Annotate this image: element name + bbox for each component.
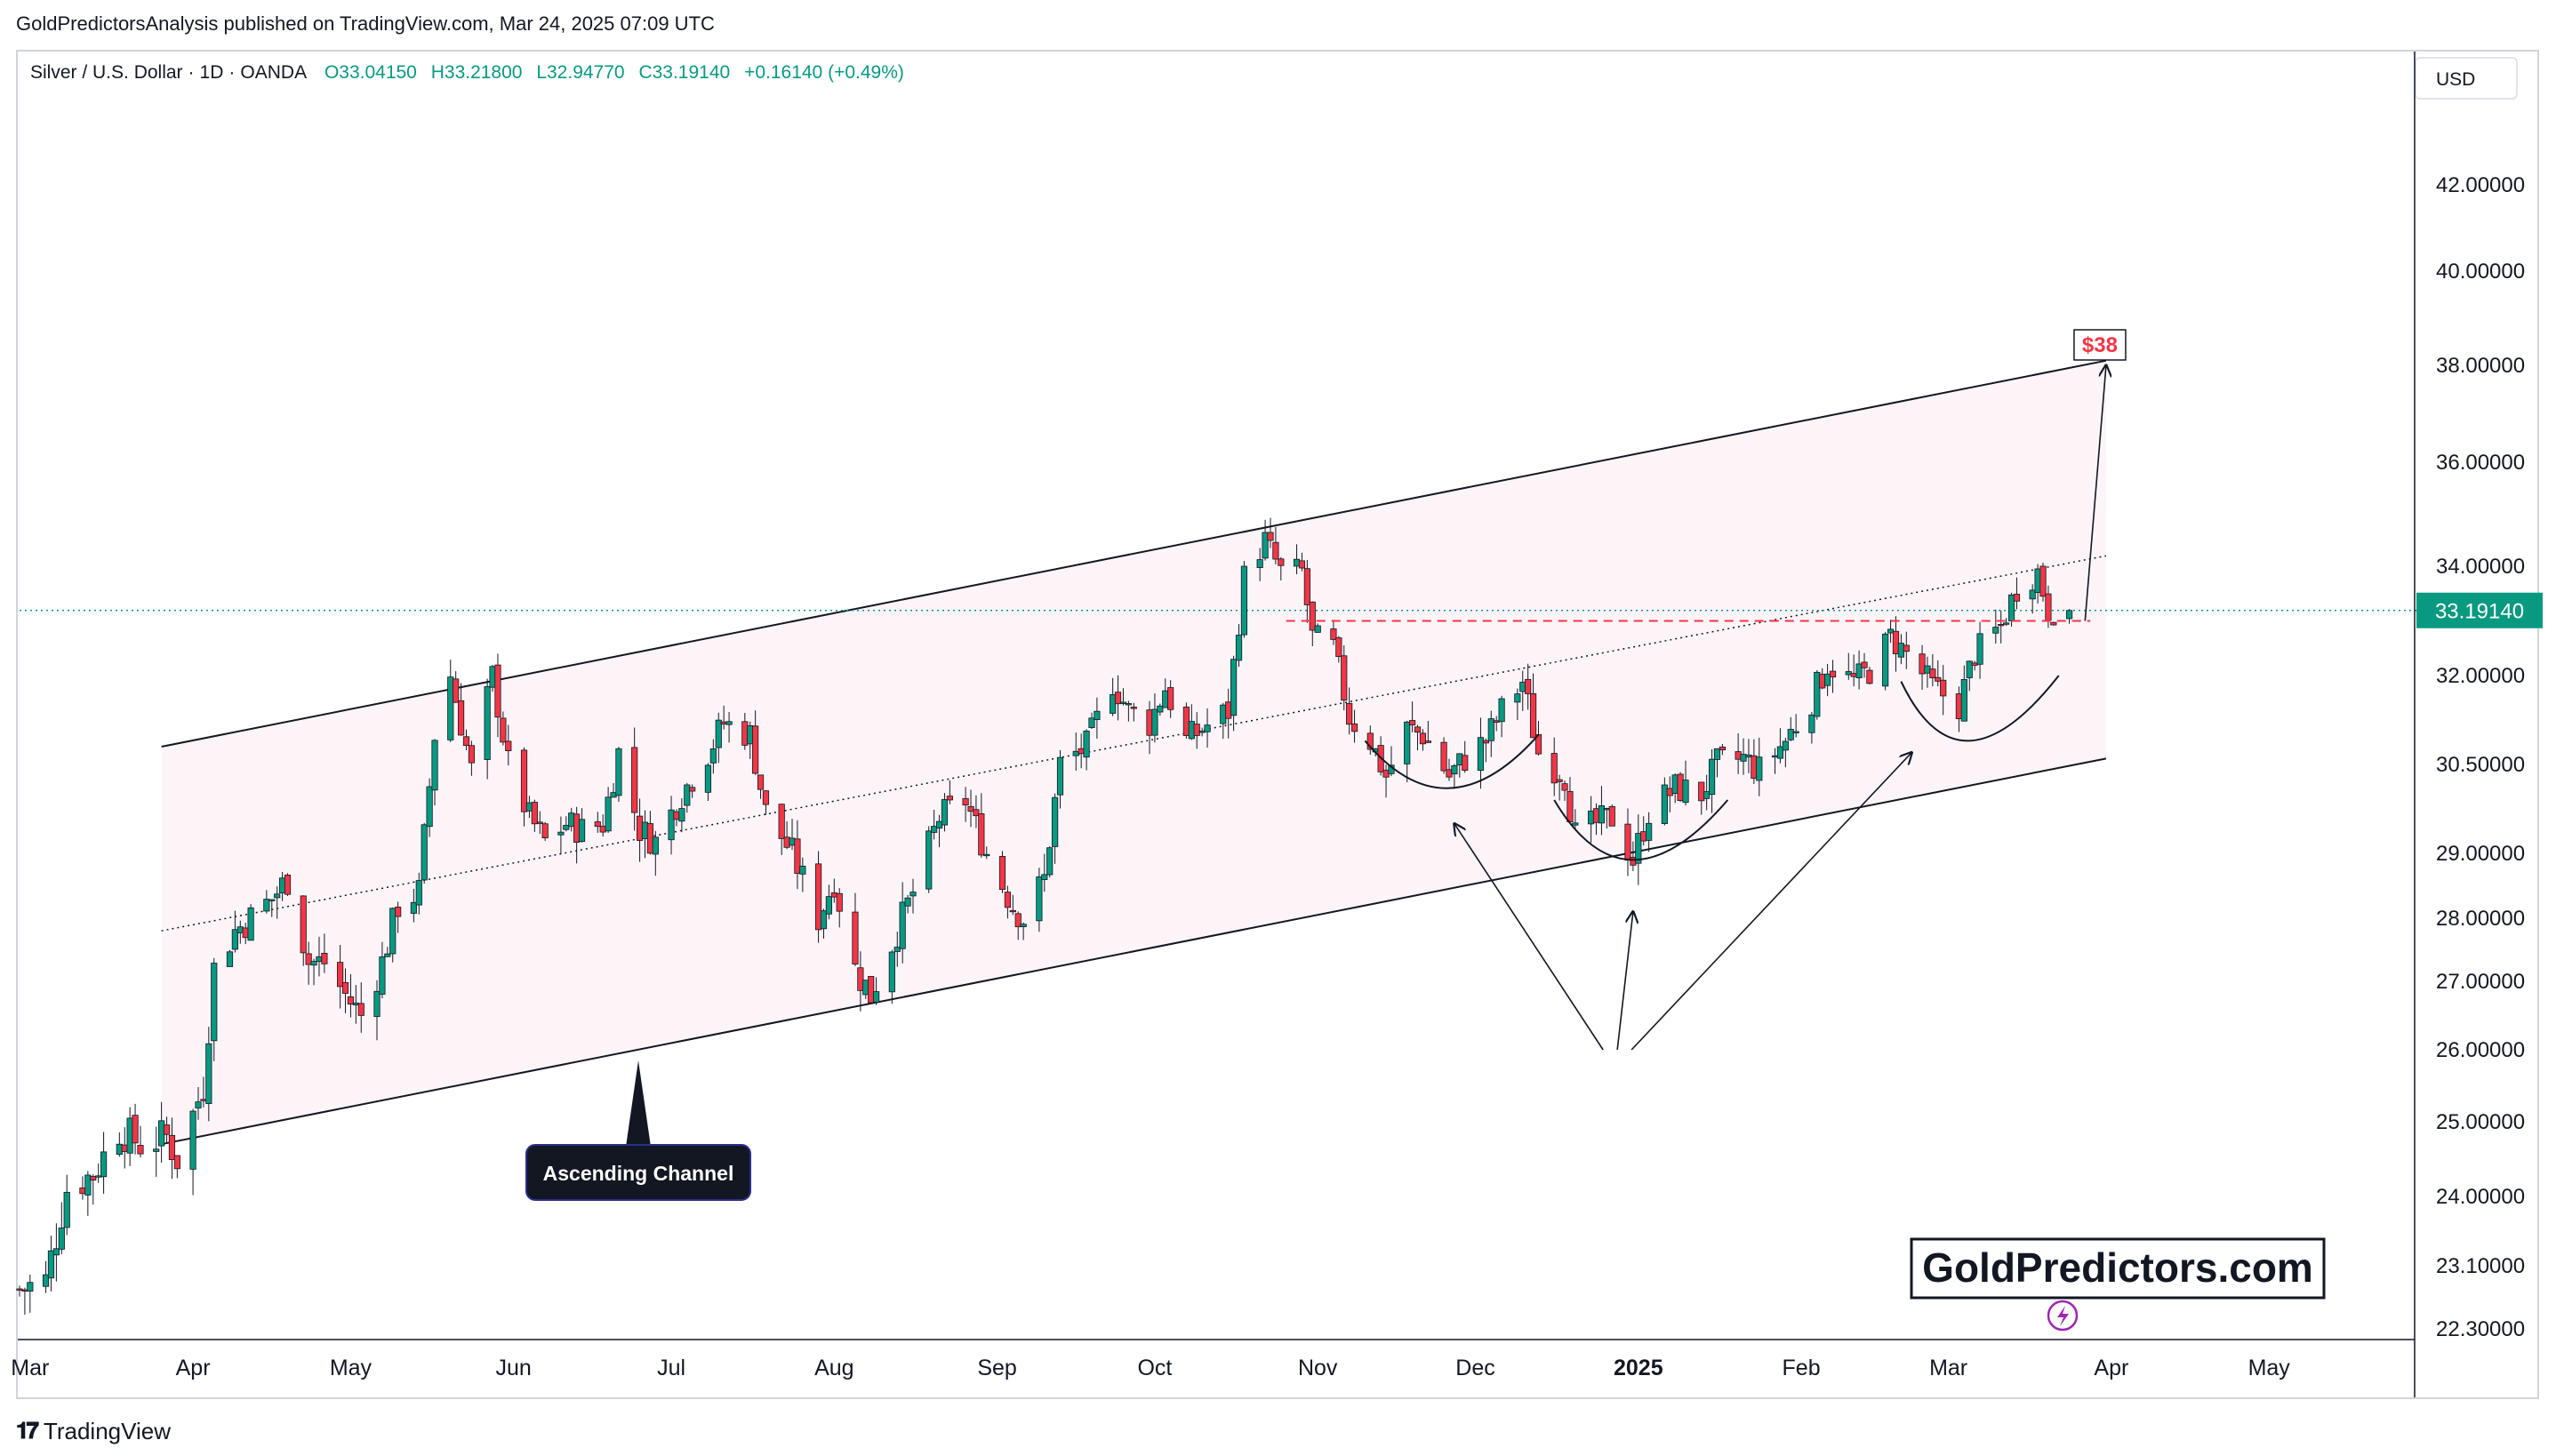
legend-change: +0.16140 (+0.49%) — [744, 62, 904, 83]
legend-close: C33.19140 — [638, 62, 731, 83]
legend-source: OANDA — [240, 62, 308, 83]
legend-symbol[interactable]: Silver / U.S. Dollar — [30, 62, 183, 83]
publisher-line: GoldPredictorsAnalysis published on Trad… — [16, 12, 715, 35]
tradingview-brand[interactable]: 𝟏𝟕 TradingView — [16, 1417, 171, 1445]
legend-open: O33.04150 — [324, 62, 417, 83]
legend-interval[interactable]: 1D — [199, 62, 224, 83]
tradingview-logo-icon: 𝟏𝟕 — [16, 1417, 39, 1444]
legend-high: H33.21800 — [430, 62, 523, 83]
legend-separator: · — [228, 62, 236, 83]
legend-separator: · — [188, 62, 195, 83]
currency-button[interactable]: USD — [2415, 57, 2518, 100]
tradingview-brand-label: TradingView — [43, 1417, 171, 1444]
legend-low: L32.94770 — [536, 62, 625, 83]
chart-frame — [16, 50, 2539, 1399]
symbol-legend[interactable]: Silver / U.S. Dollar · 1D · OANDA O33.04150 … — [30, 62, 913, 84]
